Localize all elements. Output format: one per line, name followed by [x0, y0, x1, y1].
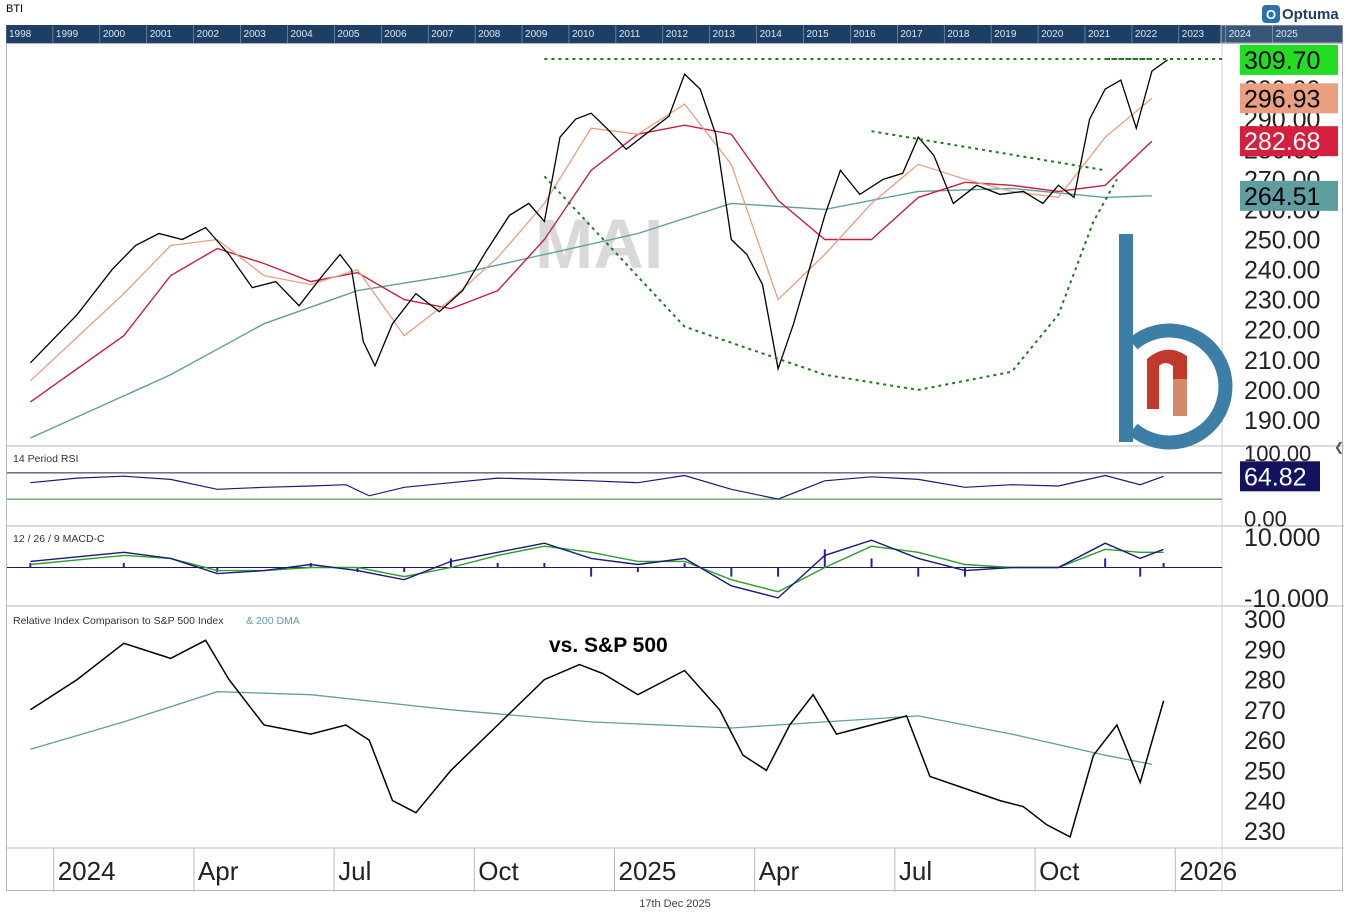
- overview-year-label: 2008: [478, 29, 501, 40]
- brand-b-logo: [1119, 234, 1233, 450]
- overview-year-label: 2007: [431, 29, 454, 40]
- cup-dotted: [543, 175, 1118, 391]
- overview-year-label: 2023: [1182, 29, 1205, 40]
- relative-annotation: vs. S&P 500: [549, 634, 668, 657]
- rsi-last-badge: 64.82: [1244, 463, 1307, 491]
- macd-line: [30, 539, 1164, 599]
- relative-title-suffix: & 200 DMA: [246, 615, 300, 627]
- brand-b-logo-part: [1119, 234, 1133, 442]
- logo-text: Optuma: [1282, 5, 1339, 23]
- optuma-o-icon: O: [1262, 5, 1280, 23]
- relative-axis-label: 250: [1244, 757, 1286, 785]
- relative-axis-label: 260: [1244, 727, 1286, 755]
- price-last-badge: 309.70: [1244, 47, 1320, 75]
- price-axis-label: 220.00: [1244, 317, 1320, 345]
- overview-year-label: 2021: [1088, 29, 1111, 40]
- relative-line: [29, 639, 1165, 838]
- ma-mid-last-badge: 282.68: [1244, 128, 1320, 156]
- overview-year-label: 2020: [1041, 29, 1064, 40]
- scroll-left-arrow-icon[interactable]: ❮: [1334, 440, 1345, 454]
- x-axis-label: Oct: [478, 856, 519, 886]
- overview-year-label: 2025: [1276, 29, 1299, 40]
- overview-year-label: 2015: [807, 29, 830, 40]
- overview-year-label: 2017: [900, 29, 923, 40]
- brand-b-logo-part: [1128, 323, 1233, 450]
- relative-dma-line: [30, 691, 1153, 765]
- rsi-axis-label: 0.00: [1244, 507, 1287, 532]
- ma-slow-last-badge: 264.51: [1244, 183, 1320, 211]
- ma-mid-line: [29, 124, 1153, 403]
- rsi-last-badge-bg: [1240, 461, 1320, 492]
- overview-year-label: 2024: [1229, 29, 1252, 40]
- rsi-title: 14 Period RSI: [13, 453, 78, 465]
- price-axis-label: 250.00: [1244, 226, 1320, 254]
- relative-axis-label: 270: [1244, 697, 1286, 725]
- relative-axis-label: 240: [1244, 788, 1286, 816]
- ma-slow-last-badge-bg: [1240, 180, 1338, 211]
- chart-date: 17th Dec 2025: [639, 898, 711, 910]
- overview-year-label: 2022: [1135, 29, 1158, 40]
- rsi-line: [30, 474, 1164, 500]
- overview-year-label: 2004: [290, 29, 313, 40]
- chart-area[interactable]: MAI 190.00 200.00 210.00 220.00 230.00 240.00 2…: [6, 43, 1344, 892]
- price-axis-label: 230.00: [1244, 287, 1320, 315]
- overview-window: [1220, 25, 1343, 43]
- overview-year-label: 2016: [853, 29, 876, 40]
- handle-dotted: [871, 130, 1106, 172]
- x-axis-label: Apr: [759, 856, 800, 886]
- ma-fast-last-badge: 296.93: [1244, 85, 1320, 113]
- overview-year-label: 2005: [337, 29, 360, 40]
- overview-year-label: 2011: [619, 29, 641, 40]
- x-axis-label: 2024: [58, 856, 116, 886]
- price-axis-label: 190.00: [1244, 407, 1320, 435]
- relative-axis-label: 230: [1244, 818, 1286, 846]
- overview-year-label: 2010: [572, 29, 595, 40]
- macd-title: 12 / 26 / 9 MACD-C: [13, 533, 105, 545]
- watermark-text: MAI: [535, 205, 663, 283]
- price-axis-label: 210.00: [1244, 347, 1320, 375]
- relative-axis-label: 300: [1244, 606, 1286, 634]
- price-axis-label: 240.00: [1244, 257, 1320, 285]
- overview-year-label: 2006: [384, 29, 407, 40]
- x-axis-label: Jul: [899, 856, 932, 886]
- ma-fast-last-badge-bg: [1240, 83, 1338, 114]
- overview-year-label: 2018: [947, 29, 970, 40]
- x-axis-label: 2025: [619, 856, 677, 886]
- relative-axis-label: 290: [1244, 636, 1286, 664]
- x-axis-label: 2026: [1179, 856, 1237, 886]
- x-axis-label: Apr: [198, 856, 239, 886]
- brand-b-logo-part: [1173, 379, 1187, 416]
- overview-years: 1998 1999 2000 2001 2002 2003 2004 2005 2006 2007…: [6, 25, 1343, 43]
- overview-year-label: 2000: [103, 29, 126, 40]
- x-axis-label: Jul: [338, 856, 371, 886]
- relative-axis-label: 280: [1244, 667, 1286, 695]
- overview-year-label: 1998: [9, 29, 32, 40]
- price-axis-label: 200.00: [1244, 377, 1320, 405]
- ma-mid-last-badge-bg: [1240, 126, 1338, 157]
- overview-year-label: 1999: [56, 29, 79, 40]
- ticker-label: BTI: [6, 3, 24, 15]
- x-axis-label: Oct: [1039, 856, 1080, 886]
- relative-title: Relative Index Comparison to S&P 500 Ind…: [13, 615, 224, 627]
- overview-timeline-bar[interactable]: 1998 1999 2000 2001 2002 2003 2004 2005 2006 2007…: [6, 25, 1343, 43]
- overview-year-label: 2012: [666, 29, 689, 40]
- macd-axis-label: -10.000: [1244, 585, 1329, 613]
- macd-axis-label: 10.000: [1244, 524, 1320, 552]
- ma-slow-line: [30, 187, 1152, 439]
- price-last-badge-bg: [1240, 44, 1338, 75]
- overview-year-label: 2014: [760, 29, 783, 40]
- overview-year-label: 2002: [197, 29, 220, 40]
- overview-year-label: 2009: [525, 29, 548, 40]
- optuma-logo: O Optuma: [1262, 3, 1339, 25]
- price-line: [29, 59, 1168, 372]
- ma-fast-line: [29, 97, 1153, 382]
- overview-year-label: 2019: [994, 29, 1017, 40]
- overview-year-label: 2001: [150, 29, 173, 40]
- overview-year-label: 2013: [713, 29, 736, 40]
- overview-year-label: 2003: [244, 29, 267, 40]
